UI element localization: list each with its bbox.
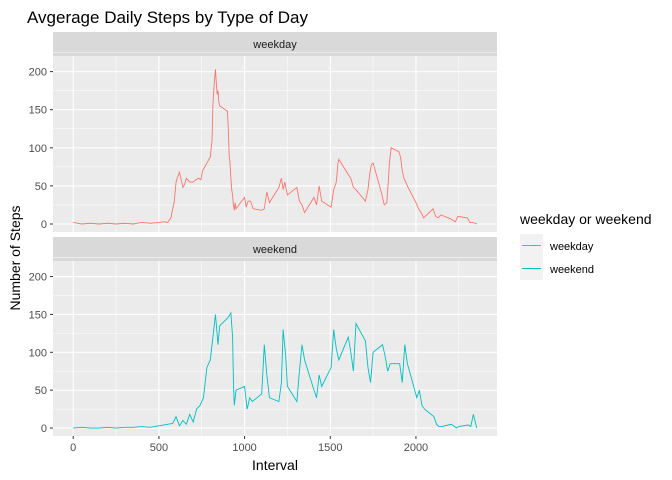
x-ticks: 0 500 1000 1500 2000 [70,436,428,454]
x-tick-label: 0 [70,442,76,454]
legend-title: weekday or weekend [519,211,652,227]
strip-label-weekday: weekday [252,39,297,51]
x-tick-label: 1500 [318,442,342,454]
x-axis-title: Interval [252,457,298,473]
y-tick-label: 200 [29,272,47,284]
y-tick-label: 50 [35,181,47,193]
x-tick-label: 1000 [232,442,256,454]
y-axis-title: Number of Steps [7,205,23,310]
strip-weekday [53,32,497,56]
y-tick-label: 100 [29,347,47,359]
x-tick-label: 500 [150,442,168,454]
y-tick-label: 100 [29,143,47,155]
y-ticks-weekday: 0 50 100 150 200 [29,67,53,231]
y-tick-label: 150 [29,105,47,117]
facet-weekend: weekend 0 50 100 150 200 [29,237,497,436]
strip-label-weekend: weekend [252,244,297,256]
chart-title: Avgerage Daily Steps by Type of Day [27,8,308,27]
series-line-weekday [73,69,477,225]
legend: weekday or weekend weekday weekend [519,211,652,280]
panel-weekday [53,56,497,232]
y-tick-label: 0 [41,219,47,231]
strip-weekend [53,237,497,261]
y-ticks-weekend: 0 50 100 150 200 [29,272,53,435]
grid-weekend [53,257,497,436]
legend-label-weekday: weekday [549,241,594,253]
y-tick-label: 0 [41,423,47,435]
y-tick-label: 150 [29,309,47,321]
y-tick-label: 50 [35,385,47,397]
facet-weekday: weekday 0 50 100 150 200 [29,32,497,232]
legend-label-weekend: weekend [549,264,594,276]
panel-weekend [53,261,497,436]
y-tick-label: 200 [29,67,47,79]
series-line-weekend [73,311,478,429]
x-tick-label: 2000 [404,442,428,454]
